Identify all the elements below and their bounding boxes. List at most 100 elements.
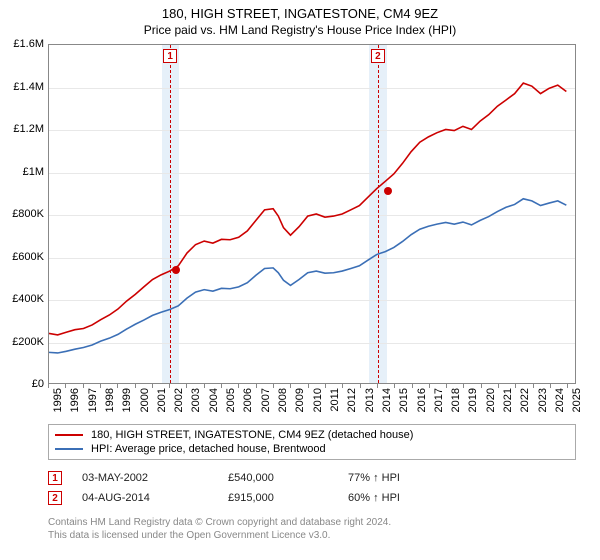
x-axis-label: 2002	[173, 388, 185, 412]
legend-item: 180, HIGH STREET, INGATESTONE, CM4 9EZ (…	[55, 428, 569, 442]
sale-date: 03-MAY-2002	[82, 472, 228, 484]
marker-badge-1: 1	[48, 471, 62, 485]
marker-badge-2: 2	[48, 491, 62, 505]
x-tick	[342, 384, 343, 388]
sale-price: £540,000	[228, 472, 348, 484]
x-tick	[135, 384, 136, 388]
x-tick	[256, 384, 257, 388]
x-axis-label: 2017	[433, 388, 445, 412]
x-axis-label: 1998	[104, 388, 116, 412]
footer-attribution: Contains HM Land Registry data © Crown c…	[48, 516, 391, 542]
x-tick	[290, 384, 291, 388]
x-axis-label: 2022	[519, 388, 531, 412]
x-tick	[429, 384, 430, 388]
series-line-blue	[49, 199, 566, 353]
x-axis-label: 2019	[467, 388, 479, 412]
legend-swatch-blue	[55, 448, 83, 450]
x-tick	[515, 384, 516, 388]
x-axis-label: 2008	[277, 388, 289, 412]
x-axis-label: 2018	[450, 388, 462, 412]
x-tick	[567, 384, 568, 388]
footer-line: Contains HM Land Registry data © Crown c…	[48, 516, 391, 529]
x-tick	[117, 384, 118, 388]
x-axis-label: 1995	[52, 388, 64, 412]
x-tick	[325, 384, 326, 388]
x-axis-label: 2012	[346, 388, 358, 412]
x-axis-label: 2016	[416, 388, 428, 412]
x-axis-label: 2001	[156, 388, 168, 412]
chart-title: 180, HIGH STREET, INGATESTONE, CM4 9EZ	[0, 6, 600, 21]
y-axis-label: £400K	[4, 293, 44, 305]
y-axis-label: £600K	[4, 251, 44, 263]
x-axis-label: 2014	[381, 388, 393, 412]
x-tick	[48, 384, 49, 388]
x-axis-label: 2021	[502, 388, 514, 412]
line-series-svg	[49, 45, 575, 383]
x-tick	[412, 384, 413, 388]
sale-point-dot	[172, 266, 180, 274]
x-tick	[308, 384, 309, 388]
legend-label: HPI: Average price, detached house, Bren…	[91, 443, 326, 455]
sale-price: £915,000	[228, 492, 348, 504]
x-tick	[273, 384, 274, 388]
sales-table: 1 03-MAY-2002 £540,000 77% ↑ HPI 2 04-AU…	[48, 468, 488, 508]
x-axis-label: 2000	[139, 388, 151, 412]
x-axis-label: 2003	[190, 388, 202, 412]
marker-vline	[170, 45, 171, 383]
chart-subtitle: Price paid vs. HM Land Registry's House …	[0, 23, 600, 37]
x-tick	[100, 384, 101, 388]
y-axis-label: £0	[4, 378, 44, 390]
sale-pct: 60% ↑ HPI	[348, 492, 488, 504]
x-axis-label: 1999	[121, 388, 133, 412]
marker-vline	[378, 45, 379, 383]
x-tick	[221, 384, 222, 388]
x-axis-label: 2013	[364, 388, 376, 412]
x-axis-label: 2015	[398, 388, 410, 412]
x-axis-label: 2024	[554, 388, 566, 412]
x-tick	[377, 384, 378, 388]
x-tick	[550, 384, 551, 388]
sales-row: 1 03-MAY-2002 £540,000 77% ↑ HPI	[48, 468, 488, 488]
x-axis-label: 2010	[312, 388, 324, 412]
x-axis-label: 2009	[294, 388, 306, 412]
plot-area: 12	[48, 44, 576, 384]
x-tick	[498, 384, 499, 388]
legend-label: 180, HIGH STREET, INGATESTONE, CM4 9EZ (…	[91, 429, 413, 441]
x-tick	[238, 384, 239, 388]
x-tick	[481, 384, 482, 388]
x-axis-label: 2020	[485, 388, 497, 412]
y-axis-label: £1M	[4, 166, 44, 178]
legend-swatch-red	[55, 434, 83, 436]
y-axis-label: £1.6M	[4, 38, 44, 50]
x-tick	[152, 384, 153, 388]
sale-pct: 77% ↑ HPI	[348, 472, 488, 484]
x-tick	[65, 384, 66, 388]
legend: 180, HIGH STREET, INGATESTONE, CM4 9EZ (…	[48, 424, 576, 460]
x-tick	[446, 384, 447, 388]
footer-line: This data is licensed under the Open Gov…	[48, 529, 391, 542]
y-axis-label: £200K	[4, 336, 44, 348]
x-axis-label: 2007	[260, 388, 272, 412]
x-tick	[394, 384, 395, 388]
x-tick	[204, 384, 205, 388]
sale-date: 04-AUG-2014	[82, 492, 228, 504]
chart-container: 180, HIGH STREET, INGATESTONE, CM4 9EZ P…	[0, 0, 600, 560]
x-tick	[360, 384, 361, 388]
sales-row: 2 04-AUG-2014 £915,000 60% ↑ HPI	[48, 488, 488, 508]
x-tick	[83, 384, 84, 388]
x-tick	[169, 384, 170, 388]
x-axis-label: 2011	[329, 388, 341, 412]
legend-item: HPI: Average price, detached house, Bren…	[55, 442, 569, 456]
x-axis-label: 2004	[208, 388, 220, 412]
x-axis-label: 1996	[69, 388, 81, 412]
marker-badge-top: 1	[163, 49, 177, 63]
sale-point-dot	[384, 187, 392, 195]
title-block: 180, HIGH STREET, INGATESTONE, CM4 9EZ P…	[0, 0, 600, 37]
x-axis-label: 2025	[571, 388, 583, 412]
x-axis-label: 2006	[242, 388, 254, 412]
marker-badge-top: 2	[371, 49, 385, 63]
y-axis-label: £1.4M	[4, 81, 44, 93]
y-axis-label: £1.2M	[4, 123, 44, 135]
x-axis-label: 2023	[537, 388, 549, 412]
x-tick	[463, 384, 464, 388]
